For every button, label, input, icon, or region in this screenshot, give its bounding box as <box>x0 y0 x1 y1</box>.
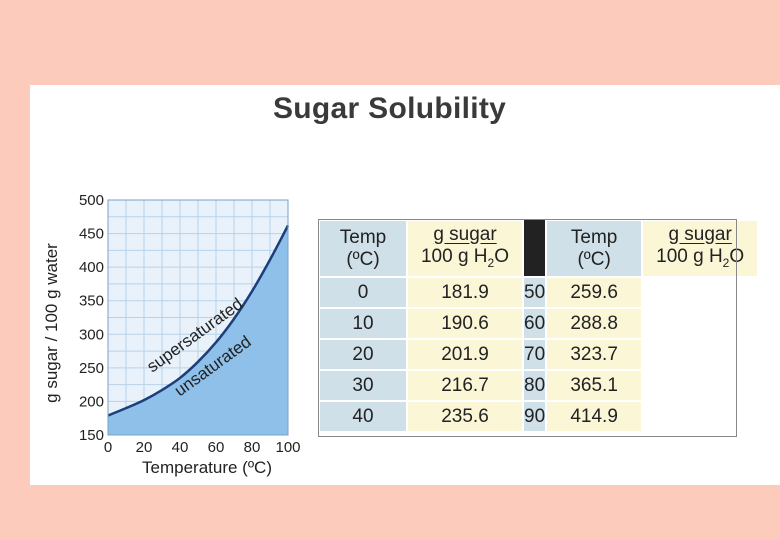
header-sugar-2: g sugar 100 g H2O <box>641 219 760 278</box>
table-cell: 365.1 <box>545 369 644 402</box>
x-axis-label: Temperature (ºC) <box>142 458 272 477</box>
y-tick-label: 400 <box>79 259 104 276</box>
table-cell: 80 <box>521 369 548 402</box>
y-tick-label: 450 <box>79 226 104 243</box>
table-cell: 181.9 <box>406 276 524 309</box>
x-tick-label: 20 <box>136 439 153 456</box>
column-divider <box>523 220 547 277</box>
y-tick-label: 350 <box>79 293 104 310</box>
solubility-curve <box>107 224 290 417</box>
table-cell: 70 <box>521 338 548 371</box>
table-header-row: Temp (ºC) g sugar 100 g H2O Temp (ºC) g sug… <box>318 219 760 278</box>
table-cell: 288.8 <box>545 307 644 340</box>
y-tick-label: 250 <box>79 360 104 377</box>
x-tick-label: 0 <box>104 439 112 456</box>
table-cell: 10 <box>318 307 408 340</box>
solubility-table: Temp (ºC) g sugar 100 g H2O Temp (ºC) g sug… <box>318 219 760 433</box>
table-row: 0 181.9 50 259.6 <box>318 276 758 309</box>
page-title: Sugar Solubility <box>273 92 507 125</box>
table-cell: 259.6 <box>545 276 644 309</box>
header-temp-2: Temp (ºC) <box>545 219 644 278</box>
table-cell: 90 <box>521 400 548 433</box>
table-cell: 414.9 <box>545 400 644 433</box>
table-cell: 60 <box>521 307 548 340</box>
header-temp-1: Temp (ºC) <box>318 219 408 278</box>
table-cell: 323.7 <box>545 338 644 371</box>
table-cell: 50 <box>521 276 548 309</box>
table-cell: 235.6 <box>406 400 524 433</box>
table-cell: 190.6 <box>406 307 524 340</box>
table-cell: 216.7 <box>406 369 524 402</box>
y-tick-label: 200 <box>79 393 104 410</box>
y-tick-label: 300 <box>79 326 104 343</box>
x-tick-label: 100 <box>275 439 300 456</box>
table-row: 40 235.6 90 414.9 <box>318 400 758 433</box>
y-axis-label: g sugar / 100 g water <box>42 243 61 403</box>
y-tick-label: 500 <box>79 192 104 209</box>
table-cell: 201.9 <box>406 338 524 371</box>
plot-frame <box>107 199 289 436</box>
x-tick-label: 40 <box>172 439 189 456</box>
y-tick-label: 150 <box>79 427 104 444</box>
table-cell: 20 <box>318 338 408 371</box>
table-cell: 0 <box>318 276 408 309</box>
unsaturated-region <box>108 225 288 435</box>
x-tick-label: 60 <box>208 439 225 456</box>
table-row: 20 201.9 70 323.7 <box>318 338 758 371</box>
table-row: 10 190.6 60 288.8 <box>318 307 758 340</box>
x-tick-label: 80 <box>244 439 261 456</box>
y-ticks: 150 200 250 300 350 400 450 500 <box>79 192 104 444</box>
x-ticks: 0 20 40 60 80 100 <box>104 439 301 456</box>
table-cell: 40 <box>318 400 408 433</box>
table-row: 30 216.7 80 365.1 <box>318 369 758 402</box>
header-sugar-1: g sugar 100 g H2O <box>406 219 524 278</box>
table-cell: 30 <box>318 369 408 402</box>
